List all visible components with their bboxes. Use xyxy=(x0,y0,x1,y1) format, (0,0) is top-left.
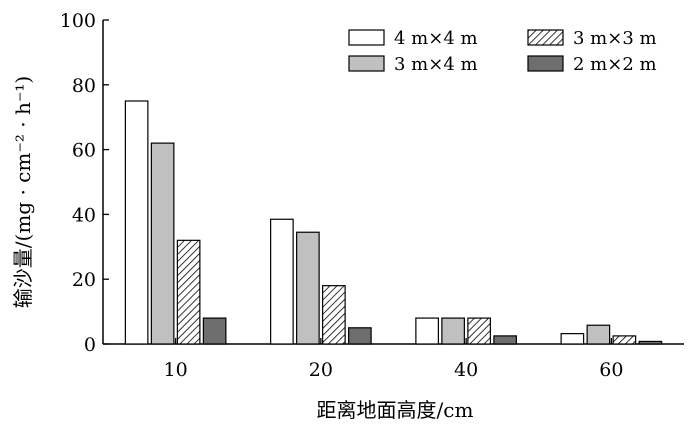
y-tick-label: 40 xyxy=(72,204,96,226)
x-tick-label: 40 xyxy=(454,359,478,381)
x-axis-ticks: 10 20 40 60 xyxy=(164,338,623,381)
legend: 4 m×4 m 3 m×3 m 3 m×4 m 2 m×2 m xyxy=(348,28,657,75)
bar xyxy=(202,317,227,345)
legend-label: 4 m×4 m xyxy=(394,28,478,49)
bar xyxy=(493,335,517,345)
bar xyxy=(296,231,320,345)
bar xyxy=(638,340,663,345)
x-axis-title: 距离地面高度/cm xyxy=(317,398,474,422)
y-tick-label: 60 xyxy=(72,140,96,162)
legend-label: 2 m×2 m xyxy=(573,54,657,75)
y-tick-label: 80 xyxy=(72,75,96,97)
legend-swatch xyxy=(527,55,564,72)
bar xyxy=(176,239,201,345)
legend-label: 3 m×3 m xyxy=(573,28,657,49)
y-axis-ticks: 0 20 40 60 80 100 xyxy=(60,10,109,356)
x-tick-label: 20 xyxy=(309,359,333,381)
bar xyxy=(124,100,149,345)
bar xyxy=(415,317,439,345)
bar xyxy=(441,317,465,345)
legend-swatch xyxy=(527,29,564,46)
legend-label: 3 m×4 m xyxy=(394,54,478,75)
y-tick-label: 100 xyxy=(60,10,96,32)
bar xyxy=(586,324,611,345)
bar xyxy=(467,317,491,345)
y-axis-title: 输沙量/(mg · cm⁻² · h⁻¹) xyxy=(11,76,35,308)
x-tick-label: 60 xyxy=(599,359,623,381)
x-tick-label: 10 xyxy=(164,359,188,381)
bar xyxy=(612,335,637,345)
y-tick-label: 0 xyxy=(84,334,96,356)
bar xyxy=(270,218,294,345)
legend-swatch xyxy=(348,29,385,46)
bar xyxy=(348,327,372,345)
bars xyxy=(124,100,663,345)
legend-swatch xyxy=(348,55,385,72)
bar xyxy=(560,333,585,345)
y-tick-label: 20 xyxy=(72,269,96,291)
bar xyxy=(150,142,175,345)
bar xyxy=(322,285,346,345)
